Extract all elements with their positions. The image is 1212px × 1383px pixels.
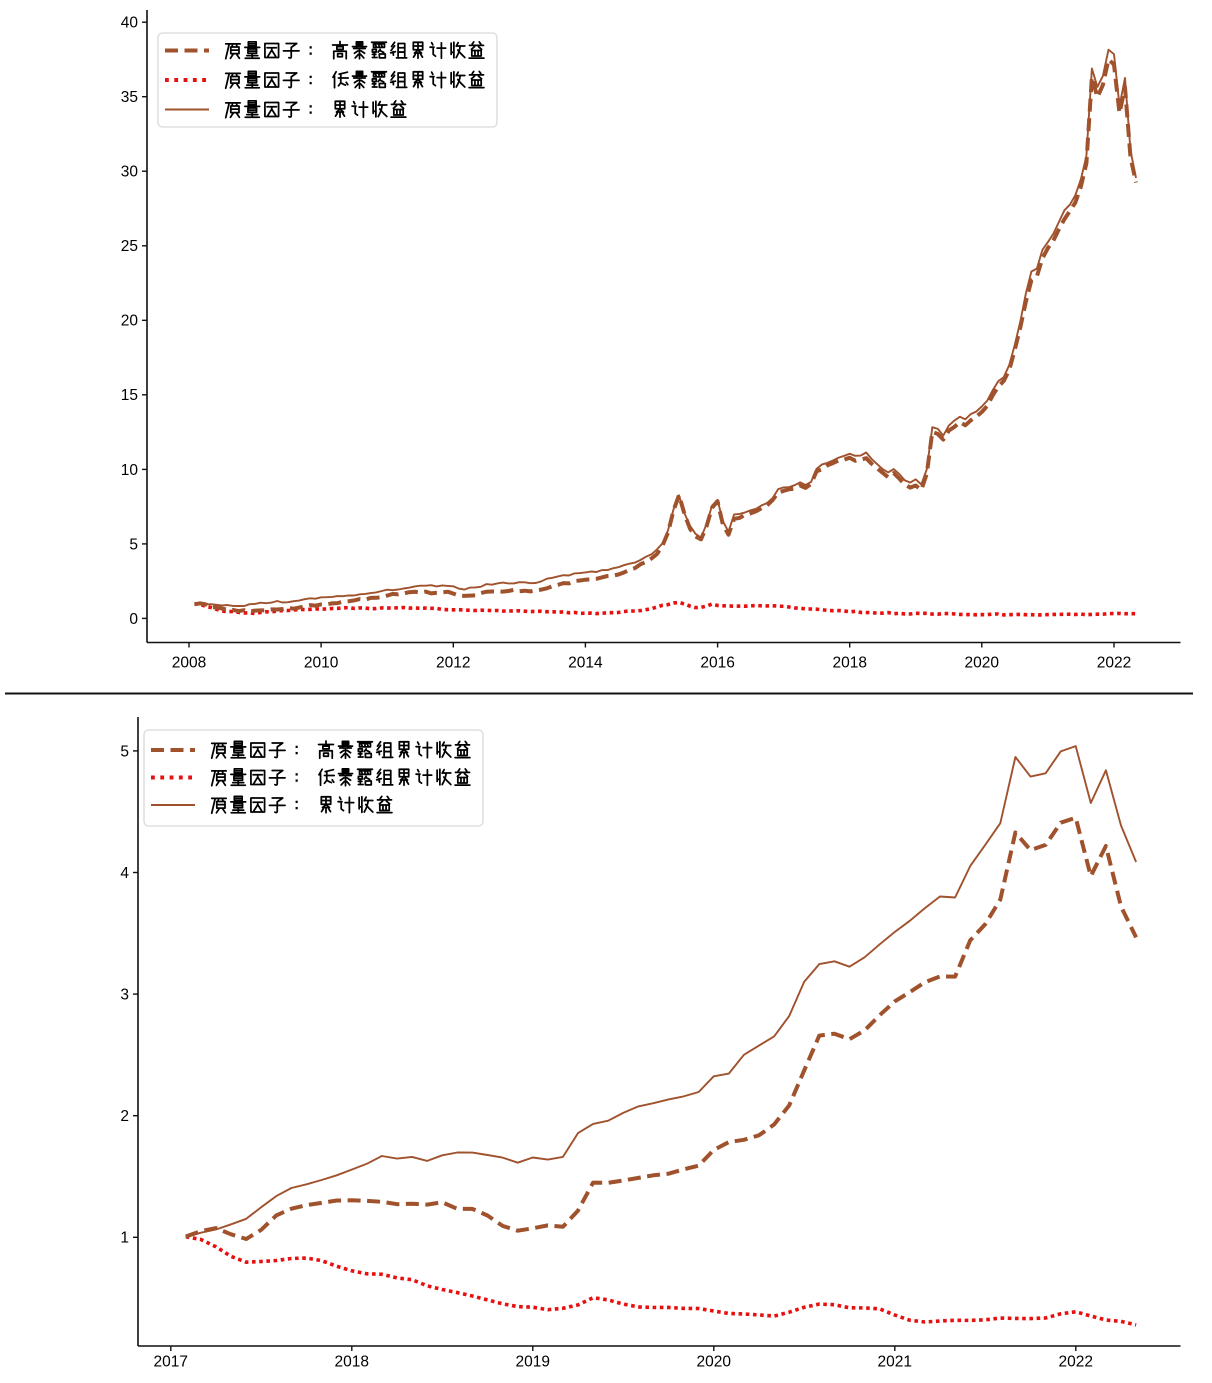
svg-text:2016: 2016 <box>700 655 734 672</box>
svg-text:2020: 2020 <box>697 1354 732 1371</box>
svg-text:20: 20 <box>121 313 139 330</box>
svg-text:2010: 2010 <box>304 655 339 672</box>
svg-text:40: 40 <box>121 15 139 32</box>
svg-text:2014: 2014 <box>568 655 603 672</box>
svg-text:0: 0 <box>129 611 138 628</box>
svg-text:2017: 2017 <box>154 1354 188 1371</box>
svg-text:5: 5 <box>120 743 129 760</box>
svg-text:2008: 2008 <box>172 655 206 672</box>
svg-text:3: 3 <box>120 987 129 1004</box>
svg-text:1: 1 <box>120 1230 129 1247</box>
svg-text:2022: 2022 <box>1059 1354 1093 1371</box>
svg-text:2018: 2018 <box>832 655 866 672</box>
svg-text:25: 25 <box>121 238 138 255</box>
svg-text:2021: 2021 <box>878 1354 912 1371</box>
svg-text:4: 4 <box>120 865 129 882</box>
svg-text:30: 30 <box>121 164 139 181</box>
svg-text:2020: 2020 <box>965 655 1000 672</box>
svg-text:2019: 2019 <box>516 1354 550 1371</box>
svg-text:2: 2 <box>120 1108 129 1125</box>
svg-text:2022: 2022 <box>1097 655 1131 672</box>
svg-text:5: 5 <box>129 536 138 553</box>
svg-text:15: 15 <box>121 387 138 404</box>
svg-text:35: 35 <box>121 89 138 106</box>
svg-text:10: 10 <box>121 462 139 479</box>
svg-text:2012: 2012 <box>436 655 470 672</box>
svg-text:2018: 2018 <box>335 1354 369 1371</box>
